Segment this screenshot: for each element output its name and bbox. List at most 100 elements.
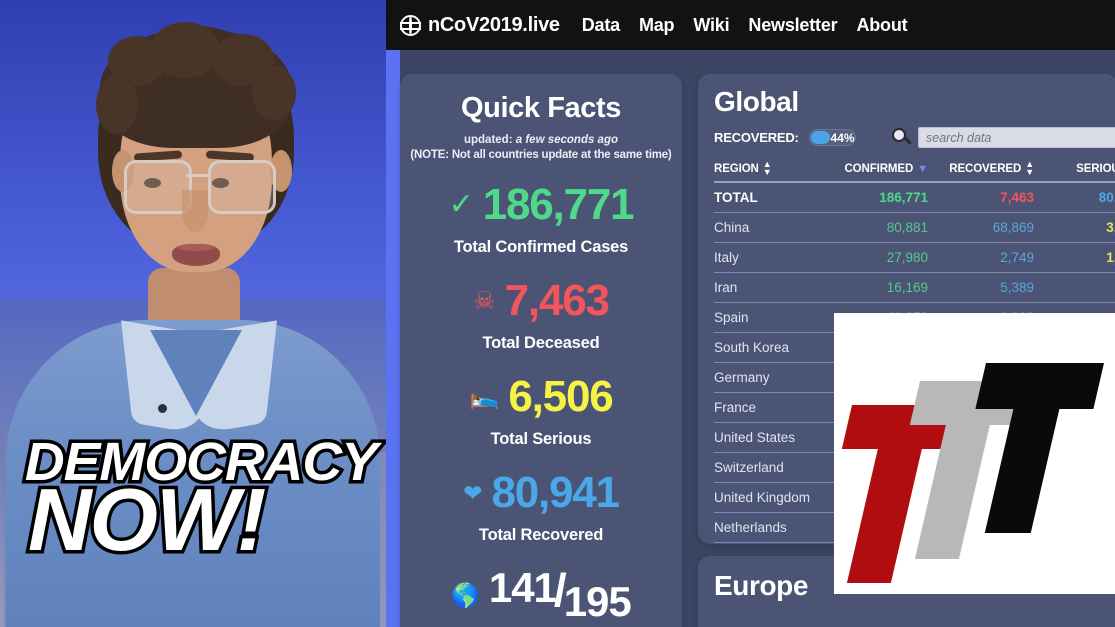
table-row-total[interactable]: TOTAL 186,771 7,463 80,941 6,506 [714,182,1115,214]
cell-region: Germany [714,362,832,394]
table-row[interactable]: Italy 27,980 2,749 1,851 [714,242,1115,274]
table-row[interactable]: Iran 16,169 5,389 0 [714,272,1115,304]
subject-nose [182,190,208,232]
subject-ear-left [112,150,134,192]
cell-region: TOTAL [714,182,832,214]
cell-recovered: 80,941 [1044,182,1115,214]
recovered-label: RECOVERED: [714,130,799,145]
stat-recovered-label: Total Recovered [478,526,604,544]
countries-numerator: 141 [488,564,557,611]
cell-region: United States [714,422,832,454]
cell-confirmed: 186,771 [832,182,938,214]
subject-hair-curl [150,22,220,78]
recovered-progress-fill [810,131,830,144]
video-feed: DEMOCRACY NOW! [0,0,386,627]
countries-denominator: 195 [563,578,632,625]
sort-icon-region: ▲ ▼ [762,159,772,177]
magnifier-icon[interactable] [892,127,912,148]
stat-deceased-value: 7,463 [504,276,610,325]
updated-value: a few seconds ago [515,134,619,146]
quick-facts-card: Quick Facts updated: a few seconds ago (… [400,74,682,627]
heartbeat-icon: ❤ [463,479,483,506]
eyeglass-lens-right [208,160,276,214]
eyeglass-lens-left [124,160,192,214]
cell-confirmed: 16,169 [832,272,938,304]
sort-icon-recovered: ▲ ▼ [1025,159,1034,177]
subject-eye-right [212,178,229,188]
nav-link-wiki[interactable]: Wiki [693,14,730,35]
brand-label: nCoV2019.live [428,13,560,36]
subject-upper-lip [178,244,214,251]
stat-recovered-value: 80,941 [491,468,620,517]
search-input[interactable] [918,127,1115,148]
column-header-confirmed[interactable]: CONFIRMED ▼ [832,161,938,182]
column-label-recovered: RECOVERED [949,162,1022,175]
democracy-now-logo: DEMOCRACY NOW! [21,431,381,570]
quick-facts-updated: updated: a few seconds ago [410,134,672,146]
countries-separator: / [553,564,567,616]
cell-region: Norway [714,542,832,544]
sort-icon-confirmed: ▼ [917,162,928,175]
global-controls: RECOVERED: 44% [714,127,1115,148]
stat-deceased-label: Total Deceased [482,334,600,352]
nav-links: Data Map Wiki Newsletter About [582,15,908,36]
stat-countries-affected: 🌎 141 / 195 [410,567,672,623]
stat-recovered: ❤ 80,941 Total Recovered [410,471,672,545]
subject-hair-curl [252,66,296,120]
brand[interactable]: nCoV2019.live [400,14,560,37]
globe-icon [400,14,421,36]
nav-link-data[interactable]: Data [581,14,620,35]
cell-region: France [714,392,832,424]
site-navbar: nCoV2019.live Data Map Wiki Newsletter A… [386,0,1115,50]
cell-region: Switzerland [714,452,832,484]
logo-line-1: DEMOCRACY [21,431,381,492]
cell-region: Italy [714,242,832,274]
column-label-region: REGION [714,162,759,175]
stat-confirmed-value: 186,771 [482,180,635,229]
europe-title: Europe [714,570,809,601]
bed-icon: 🛌 [469,383,500,410]
cell-serious: 3,610 [1044,212,1115,244]
cell-recovered: 5,389 [938,272,1044,304]
cell-region: Iran [714,272,832,304]
column-label-confirmed: CONFIRMED [844,162,914,175]
table-header-row: REGION ▲ ▼ CONFIRMED ▼ RE [714,159,1115,183]
recovered-progress-value: 44% [830,131,855,145]
search-area [892,127,1115,148]
countries-fraction: 141 / 195 [488,564,632,625]
cell-region: China [714,212,832,244]
subject-hair-curl [96,76,138,134]
cell-region: United Kingdom [714,482,832,514]
subject-eye-left [144,178,161,188]
eyeglass-bridge [186,174,208,177]
cell-region: Spain [714,302,832,334]
logo-line-2: NOW! [25,470,270,570]
column-header-region[interactable]: REGION ▲ ▼ [714,159,832,182]
cell-confirmed: 80,881 [832,212,938,244]
global-title: Global [714,86,799,117]
recovered-progress-bar: 44% [808,129,856,146]
cell-serious: 0 [1044,272,1115,304]
column-header-recovered[interactable]: RECOVERED ▲ ▼ [938,159,1044,182]
stat-serious-label: Total Serious [490,430,592,448]
cell-deceased: 7,463 [938,182,1044,214]
nav-link-about[interactable]: About [856,14,908,35]
column-header-serious[interactable]: SERIOUS ▲▼ [1044,161,1115,182]
stat-confirmed: ✓ 186,771 Total Confirmed Cases [410,183,672,257]
cell-region: South Korea [714,332,832,364]
column-label-serious: SERIOUS [1076,162,1115,175]
nav-link-map[interactable]: Map [638,14,675,35]
interview-subject [0,0,386,627]
updated-prefix: updated: [463,134,513,146]
cell-recovered: 68,869 [938,212,1044,244]
cell-region: Netherlands [714,512,832,544]
stat-serious: 🛌 6,506 Total Serious [410,375,672,449]
table-head: REGION ▲ ▼ CONFIRMED ▼ RE [714,159,1115,183]
eyeglasses [124,160,276,214]
quick-facts-note: (NOTE: Not all countries update at the s… [410,149,672,161]
table-row[interactable]: China 80,881 68,869 3,610 [714,212,1115,244]
quick-facts-title: Quick Facts [461,92,621,124]
nav-link-newsletter[interactable]: Newsletter [748,14,838,35]
lapel-microphone [158,404,167,413]
